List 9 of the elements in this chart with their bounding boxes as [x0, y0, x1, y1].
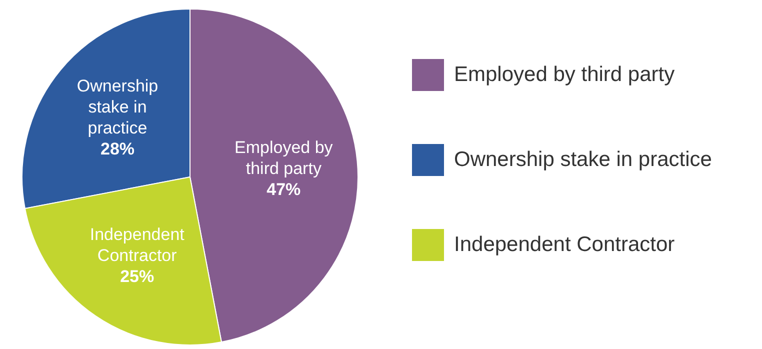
- slice-label: Independent Contractor: [90, 224, 185, 264]
- legend-label: Ownership stake in practice: [454, 148, 712, 172]
- data-label: 28%: [100, 139, 135, 158]
- legend-label: Independent Contractor: [454, 233, 675, 257]
- slice-label: Employed by third party: [234, 138, 334, 178]
- slice-label: Ownership stake in practice: [76, 76, 158, 138]
- data-label: 47%: [266, 180, 301, 199]
- data-label: 25%: [120, 266, 154, 286]
- legend-label: Employed by third party: [454, 63, 675, 87]
